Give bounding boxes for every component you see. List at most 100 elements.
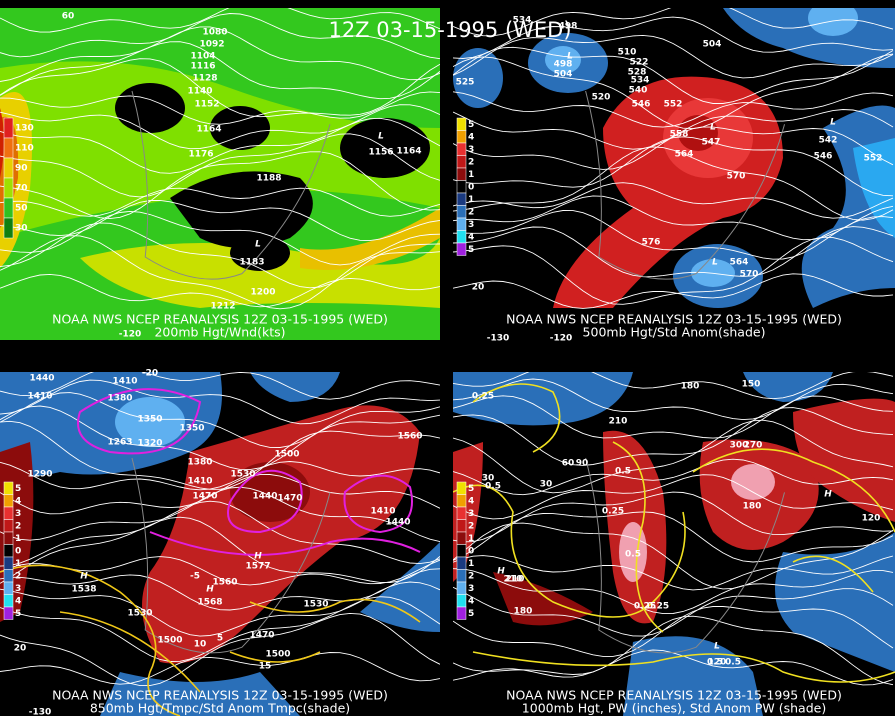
legend-label: 1 xyxy=(15,534,21,544)
legend-swatch xyxy=(456,205,467,219)
legend-label: 5 xyxy=(468,245,474,255)
contour-label: 0.25 xyxy=(634,602,656,612)
contour-label: 1176 xyxy=(188,150,213,160)
contour-label: 564 xyxy=(675,150,694,160)
legend-swatch xyxy=(3,494,14,508)
legend-label: 1 xyxy=(468,195,474,205)
contour-label: 210 xyxy=(504,575,523,585)
contour-label: -5 xyxy=(190,572,200,582)
legend-label: 0 xyxy=(15,546,21,556)
contour-line xyxy=(0,26,440,82)
contour-label: 1500 xyxy=(157,636,182,646)
contours xyxy=(0,372,440,687)
coastline xyxy=(585,457,785,654)
contour-label: 1183 xyxy=(239,258,264,268)
coastline xyxy=(131,457,331,654)
contour-label: 270 xyxy=(744,441,763,451)
panel-header: NOAA NWS NCEP REANALYSIS 12Z 03-15-1995 … xyxy=(52,688,388,703)
coastline xyxy=(131,90,331,280)
contour-line xyxy=(453,555,894,591)
panel-subtitle: 200mb Hgt/Wnd(kts) xyxy=(154,325,285,340)
contour-label: 10 xyxy=(194,640,207,650)
legend-swatch xyxy=(456,130,467,144)
legend-label: 3 xyxy=(15,509,21,519)
legend-swatch xyxy=(456,217,467,231)
legend-label: 70 xyxy=(15,184,28,194)
pressure-center: L xyxy=(830,118,836,128)
panel-header: NOAA NWS NCEP REANALYSIS 12Z 03-15-1995 … xyxy=(506,312,842,327)
contour-label: 1470 xyxy=(249,631,274,641)
contour-label: 504 xyxy=(554,70,573,80)
contour-label: 0.5 xyxy=(625,550,641,560)
contour-label: 1500 xyxy=(265,650,290,660)
contour-line xyxy=(453,16,894,59)
contour-label: -130 xyxy=(487,334,510,344)
pressure-center: H xyxy=(824,490,832,500)
contour-line xyxy=(453,458,894,496)
contour-line xyxy=(453,91,894,128)
contour-label: 1440 xyxy=(252,492,277,502)
contour-label: 0.25 xyxy=(472,392,494,402)
legend-label: 5 xyxy=(15,609,21,619)
contour-label: 1350 xyxy=(179,424,204,434)
contour-label: 90 xyxy=(576,459,589,469)
contour-line xyxy=(453,615,894,686)
contour-label: 1350 xyxy=(137,415,162,425)
panel-subtitle: 850mb Hgt/Tmpc/Std Anom Tmpc(shade) xyxy=(90,701,350,716)
legend-swatch xyxy=(456,117,467,131)
legend-swatch xyxy=(456,556,467,570)
legend-swatch xyxy=(3,481,14,495)
legend-label: 110 xyxy=(15,144,34,154)
contour-label: 570 xyxy=(740,270,759,280)
contour-label: 1380 xyxy=(187,458,212,468)
contour-label: 60 xyxy=(62,12,75,22)
contour-label: 15 xyxy=(259,662,272,672)
contour-line xyxy=(453,146,894,221)
contour-label: 1116 xyxy=(190,62,215,72)
contour-line xyxy=(453,226,894,278)
contour-label: 1560 xyxy=(397,432,422,442)
legend-label: 4 xyxy=(468,132,474,142)
legend-label: 5 xyxy=(15,484,21,494)
contour-label: 546 xyxy=(632,100,651,110)
contour-label: 0.25 xyxy=(647,602,669,612)
contour-line xyxy=(0,652,440,685)
legend-label: 1 xyxy=(468,534,474,544)
contour-label: 1440 xyxy=(385,518,410,528)
contour-line xyxy=(453,136,894,197)
legend-swatch xyxy=(3,506,14,520)
legend-label: 2 xyxy=(468,207,474,217)
contour-label: 1164 xyxy=(396,147,421,157)
contour-label: 1156 xyxy=(368,148,393,158)
legend-swatch xyxy=(456,581,467,595)
contour-line xyxy=(453,126,894,170)
legend-label: 4 xyxy=(468,496,474,506)
legend-swatch xyxy=(456,531,467,545)
legend-label: 2 xyxy=(468,521,474,531)
contour-label: 1530 xyxy=(230,470,255,480)
contour-line xyxy=(0,199,440,242)
legend-label: 130 xyxy=(15,124,34,134)
legend-label: 1 xyxy=(15,559,21,569)
contour-label: 558 xyxy=(670,130,689,140)
contour-label: 60 xyxy=(562,459,575,469)
contour-label: 1470 xyxy=(192,492,217,502)
contour-label: 1577 xyxy=(245,562,270,572)
contour-line xyxy=(0,273,440,308)
contour-label: 0.5 xyxy=(725,658,741,668)
contour-label: 1538 xyxy=(71,585,96,595)
contour-line xyxy=(453,395,894,439)
legend-label: 0 xyxy=(468,546,474,556)
contour-label: 1530 xyxy=(127,609,152,619)
pressure-center: L xyxy=(255,240,261,250)
contour-label: 120 xyxy=(862,514,881,524)
contour-line xyxy=(453,586,894,637)
contour-label: 210 xyxy=(506,575,525,585)
contour-line xyxy=(0,104,440,150)
contour-line xyxy=(453,568,894,615)
contour-label: 180 xyxy=(514,607,533,617)
legend-label: 1 xyxy=(468,170,474,180)
legend-label: 90 xyxy=(15,164,28,174)
contour-label: 0.5 xyxy=(615,467,631,477)
